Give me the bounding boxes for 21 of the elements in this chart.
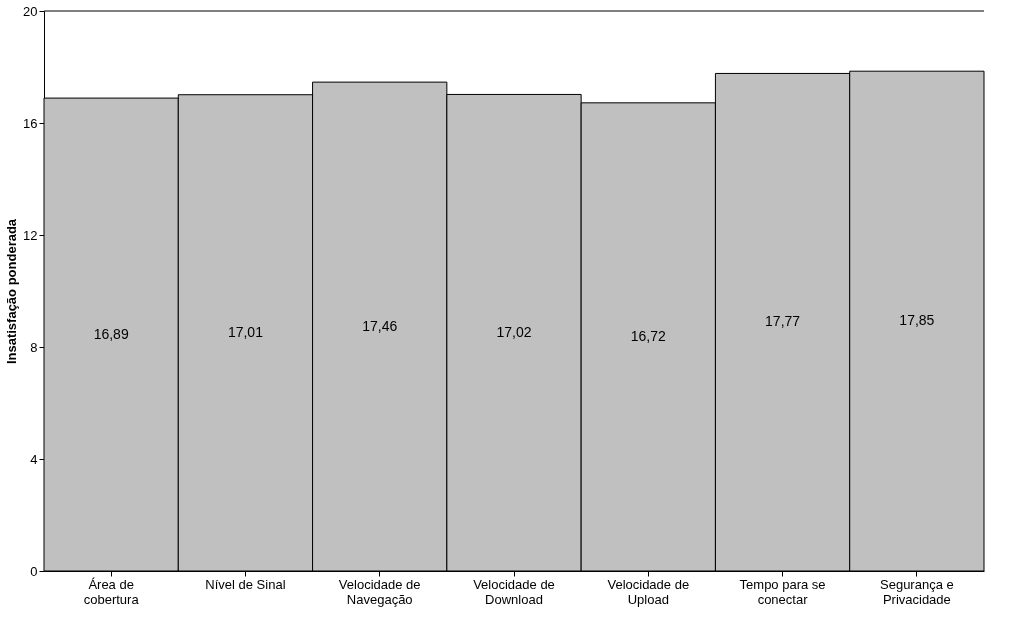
data-label: 17,77 bbox=[765, 313, 801, 330]
data-label: 17,85 bbox=[899, 312, 935, 329]
x-tick-label: Velocidade de Upload bbox=[607, 576, 690, 607]
data-label: 17,46 bbox=[362, 317, 398, 334]
x-tick-label: Área de cobertura bbox=[83, 576, 140, 607]
x-tick-label: Velocidade de Download bbox=[473, 576, 555, 607]
x-tick-label: Nível de Sinal bbox=[205, 576, 286, 592]
y-tick-label: 8 bbox=[30, 339, 38, 355]
x-tick-label: Segurança e Privacidade bbox=[879, 576, 954, 607]
data-label: 16,72 bbox=[630, 327, 667, 344]
y-tick-label: 20 bbox=[23, 3, 38, 19]
y-axis-title: Insatisfação ponderada bbox=[4, 218, 20, 365]
y-tick-label: 12 bbox=[23, 227, 38, 243]
x-tick-label: Tempo para se conectar bbox=[739, 576, 826, 607]
y-tick-label: 4 bbox=[30, 451, 38, 467]
data-label: 17,01 bbox=[227, 323, 264, 340]
data-label: 16,89 bbox=[93, 325, 129, 342]
data-label: 17,02 bbox=[496, 323, 532, 340]
y-tick-label: 0 bbox=[30, 563, 38, 579]
y-tick-label: 16 bbox=[23, 115, 38, 131]
x-tick-label: Velocidade de Navegação bbox=[338, 576, 421, 607]
